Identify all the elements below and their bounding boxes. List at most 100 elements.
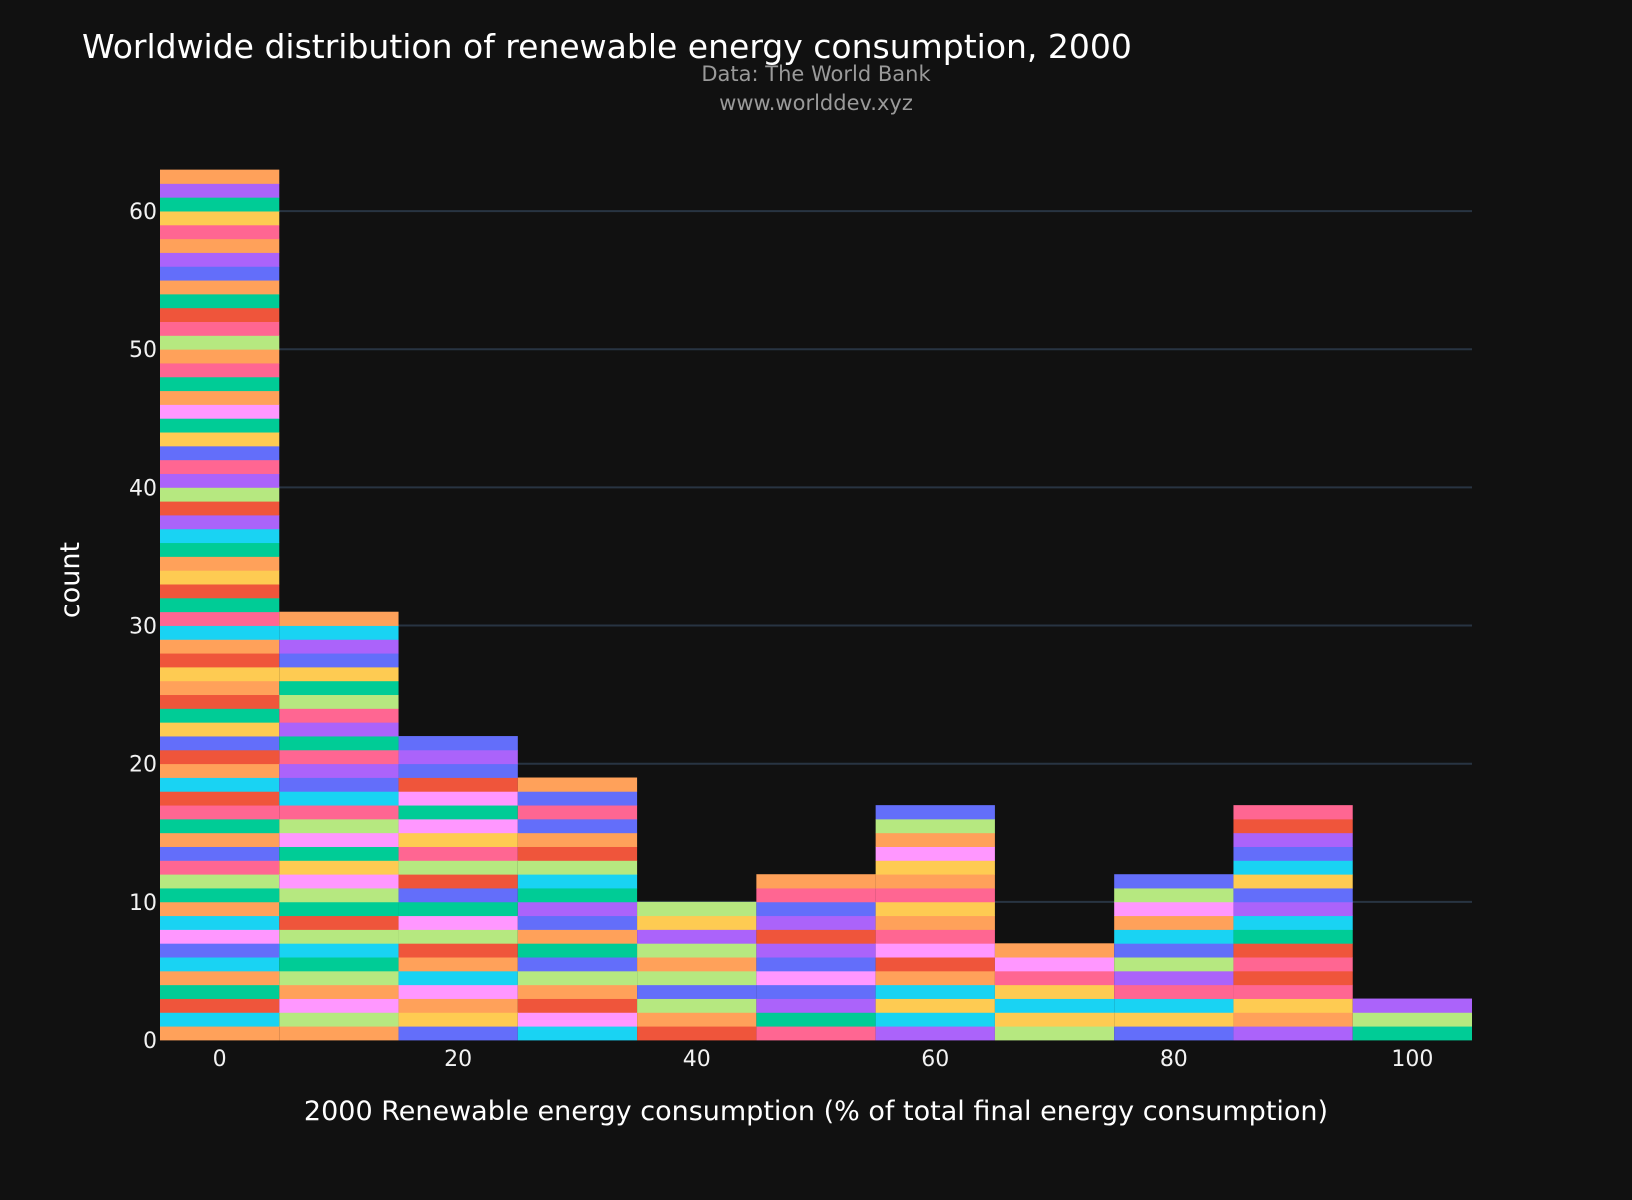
bar-segment (637, 943, 757, 958)
bar-segment (160, 556, 280, 571)
bar-segment (398, 998, 518, 1013)
bar-segment (160, 183, 280, 198)
bar-segment (756, 874, 876, 889)
bar-segment (517, 805, 638, 820)
bar-segment (398, 929, 518, 944)
bar-segment (517, 832, 638, 847)
bar-segment (1114, 874, 1234, 889)
bar-segment (160, 708, 280, 723)
bar-segment (517, 1026, 638, 1041)
bar-segment (279, 929, 399, 944)
bar-segment (160, 818, 280, 834)
y-tick-label: 20 (129, 753, 157, 778)
bar-segment (398, 970, 518, 986)
bar-segment (1233, 888, 1353, 903)
bar-segment (398, 832, 518, 847)
bar-segment (279, 666, 399, 682)
bar-segment (875, 888, 995, 903)
bar-segment (160, 957, 280, 972)
bar-segment (517, 818, 638, 834)
bar-segment (1233, 1026, 1353, 1041)
bar-segment (160, 777, 280, 792)
bar-segment (160, 363, 280, 378)
bar-segment (160, 680, 280, 696)
bar-segment (160, 970, 280, 986)
bar-segment (994, 984, 1115, 999)
bar-segment (875, 915, 995, 930)
x-axis-label: 2000 Renewable energy consumption (% of … (304, 1096, 1328, 1127)
bar-segment (160, 307, 280, 322)
histogram-bar (875, 805, 995, 1041)
bar-segment (1114, 943, 1234, 958)
bar-segment (637, 929, 757, 944)
histogram-bars (160, 169, 1472, 1041)
bar-segment (756, 984, 876, 999)
bar-segment (160, 238, 280, 253)
bar-segment (398, 846, 518, 861)
bar-segment (1233, 915, 1353, 930)
bar-segment (279, 943, 399, 958)
bar-segment (279, 832, 399, 847)
bar-segment (160, 791, 280, 806)
bar-segment (398, 957, 518, 972)
bar-segment (398, 888, 518, 903)
bar-segment (398, 874, 518, 889)
bar-segment (160, 846, 280, 861)
bar-segment (875, 998, 995, 1013)
x-tick-label: 100 (1391, 1047, 1433, 1072)
bar-segment (756, 1026, 876, 1041)
bar-segment (279, 984, 399, 999)
bar-segment (994, 1026, 1115, 1041)
bar-segment (756, 929, 876, 944)
bar-segment (1233, 998, 1353, 1013)
bar-segment (1114, 984, 1234, 999)
bar-segment (517, 901, 638, 917)
bar-segment (875, 832, 995, 847)
bar-segment (517, 874, 638, 889)
bar-segment (1114, 929, 1234, 944)
bar-segment (279, 998, 399, 1013)
bar-segment (279, 970, 399, 986)
bar-segment (279, 625, 399, 640)
y-tick-label: 40 (129, 476, 157, 501)
bar-segment (517, 970, 638, 986)
x-tick-label: 60 (921, 1047, 949, 1072)
bar-segment (279, 763, 399, 778)
bar-segment (279, 694, 399, 709)
bar-segment (875, 1026, 995, 1041)
bar-segment (1233, 901, 1353, 917)
bar-segment (398, 984, 518, 999)
bar-segment (875, 805, 995, 820)
bar-segment (1352, 998, 1472, 1013)
bar-segment (279, 957, 399, 972)
bar-segment (279, 901, 399, 917)
bar-segment (875, 846, 995, 861)
bar-segment (756, 970, 876, 986)
chart-subtitle-source: Data: The World Bank (701, 62, 931, 86)
bar-segment (160, 197, 280, 212)
bar-segment (875, 929, 995, 944)
bar-segment (160, 570, 280, 585)
bar-segment (160, 252, 280, 267)
histogram-bar (637, 901, 757, 1041)
bar-segment (160, 515, 280, 530)
x-tick-label: 80 (1160, 1047, 1188, 1072)
bar-segment (160, 915, 280, 930)
bar-segment (756, 915, 876, 930)
bar-segment (160, 694, 280, 709)
bar-segment (279, 874, 399, 889)
bar-segment (994, 970, 1115, 986)
bar-segment (517, 888, 638, 903)
y-axis-label: count (55, 542, 86, 618)
bar-segment (875, 818, 995, 834)
bar-segment (1233, 874, 1353, 889)
bar-segment (756, 1012, 876, 1027)
bar-segment (398, 943, 518, 958)
bar-segment (1114, 957, 1234, 972)
bar-segment (517, 860, 638, 875)
bar-segment (279, 722, 399, 737)
bar-segment (994, 1012, 1115, 1027)
bar-segment (160, 625, 280, 640)
bar-segment (279, 846, 399, 861)
bar-segment (160, 445, 280, 461)
